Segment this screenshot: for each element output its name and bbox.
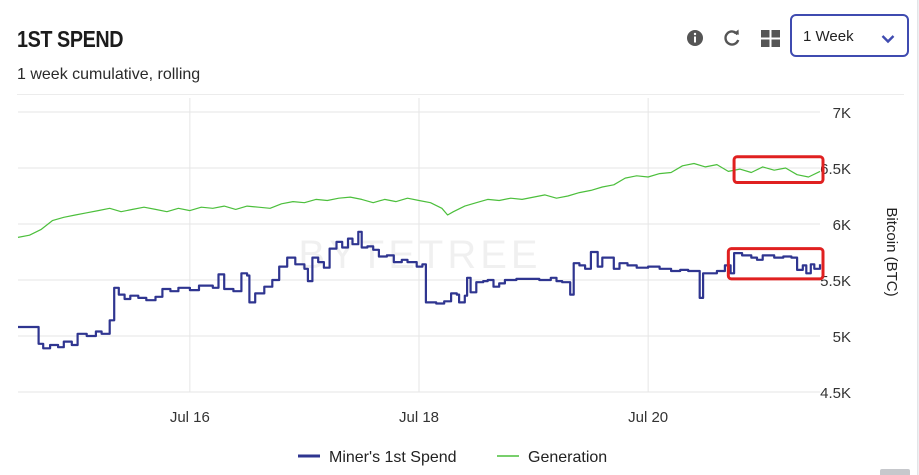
y-axis-label: Bitcoin (BTC) (883, 207, 900, 296)
watermark-text: BYTETREE (298, 233, 541, 277)
y-tick-label: 5.5K (820, 273, 851, 290)
generation-line (17, 162, 821, 238)
scrollbar-thumb[interactable] (880, 469, 910, 475)
x-tick-label: Jul 18 (399, 409, 439, 426)
y-tick-label: 4.5K (820, 385, 851, 402)
x-tick-label: Jul 20 (628, 409, 668, 426)
highlight-box (726, 247, 825, 281)
legend-label: Miner's 1st Spend (329, 449, 457, 466)
period-select[interactable]: 1 Week (790, 14, 909, 57)
header-divider (17, 94, 904, 95)
refresh-icon[interactable] (721, 27, 743, 49)
x-tick-label: Jul 16 (170, 409, 210, 426)
legend-label: Generation (528, 449, 607, 466)
y-tick-label: 6K (833, 217, 851, 234)
y-tick-label: 5K (833, 329, 851, 346)
highlight-box (732, 155, 825, 185)
period-select-value: 1 Week (803, 28, 854, 45)
miner-first-spend-line (18, 230, 822, 350)
chart-subtitle: 1 week cumulative, rolling (17, 66, 201, 83)
y-tick-label: 7K (833, 105, 851, 122)
grid-icon[interactable] (759, 27, 781, 49)
chevron-down-icon (881, 31, 895, 49)
chart-title: 1ST SPEND (17, 26, 124, 52)
info-icon[interactable] (684, 27, 706, 49)
y-tick-label: 6.5K (820, 161, 851, 178)
